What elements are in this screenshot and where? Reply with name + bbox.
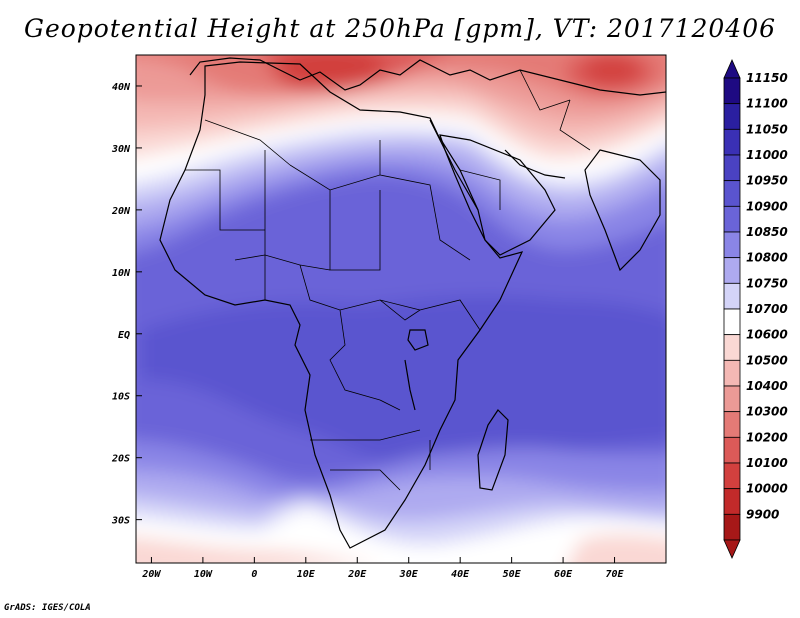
colorbar-swatch (723, 205, 741, 233)
colorbar-swatch (723, 411, 741, 438)
persian-gulf-coast (504, 149, 566, 179)
height-field (136, 55, 666, 563)
lake-tanganyika (404, 359, 416, 411)
africa-coastline (159, 61, 524, 549)
colorbar-swatch (723, 359, 741, 387)
credit-text: GrADS: IGES/COLA (4, 603, 91, 613)
colorbar-label: 10300 (746, 405, 788, 419)
colorbar-swatch (723, 282, 741, 310)
colorbar-label: 11100 (746, 97, 788, 111)
x-tick-label: 40E (451, 569, 470, 580)
lake-victoria (407, 329, 429, 351)
x-tick-label: 50E (503, 569, 522, 580)
colorbar-swatch (723, 462, 741, 490)
red-sea-coast (429, 119, 479, 211)
x-tick-label: 20W (141, 569, 161, 580)
x-tick-label: 30E (399, 569, 419, 580)
colorbar-label: 10400 (746, 379, 788, 393)
colorbar-swatch (723, 488, 741, 515)
field-band-10600-sw (136, 536, 366, 563)
colorbar: 11150 11100 11050 11000 10950 10900 10850 10800… (723, 59, 788, 559)
chart-title: Geopotential Height at 250hPa [gpm], VT:… (23, 14, 777, 43)
x-tick-label: 70E (606, 569, 625, 580)
colorbar-label: 10800 (746, 251, 788, 265)
colorbar-swatch (723, 436, 741, 464)
colorbar-label: 10100 (746, 456, 788, 470)
x-tick-label: 20E (347, 569, 367, 580)
country-borders (185, 69, 591, 491)
y-axis-ticks: 40N 30N 20N 10N EQ 10S 20S 30S (111, 82, 142, 527)
colorbar-top-arrow (723, 59, 741, 79)
x-axis-ticks: 20W 10W 0 10E 20E 30E 40E 50E 60E 70E (141, 557, 625, 580)
x-tick-label: 0 (251, 569, 257, 580)
colorbar-swatch (723, 154, 741, 182)
colorbar-label: 10950 (746, 174, 788, 188)
colorbar-swatch (723, 513, 741, 541)
colorbar-label: 10200 (746, 430, 788, 444)
map-frame (135, 54, 667, 564)
x-tick-label: 10E (297, 569, 316, 580)
europe-coastline (189, 57, 666, 96)
colorbar-label: 9900 (746, 507, 779, 521)
x-tick-label: 60E (554, 569, 573, 580)
field-band-10100-med (275, 55, 385, 90)
colorbar-label: 11050 (746, 122, 788, 136)
colorbar-label: 11150 (746, 71, 788, 85)
colorbar-label: 10600 (746, 328, 788, 342)
y-tick-label: EQ (118, 330, 130, 341)
colorbar-label: 10850 (746, 225, 788, 239)
y-tick-label: 10N (112, 268, 131, 279)
y-tick-label: 30N (111, 144, 131, 155)
colorbar-swatch (723, 385, 741, 413)
colorbar-label: 10900 (746, 199, 788, 213)
colorbar-swatch (723, 128, 741, 156)
colorbar-label: 10700 (746, 302, 788, 316)
colorbar-swatch (723, 334, 741, 361)
y-tick-label: 10S (112, 392, 130, 403)
india-coastline (584, 149, 661, 272)
field-band-10700-s (136, 508, 666, 563)
y-tick-label: 40N (112, 82, 131, 93)
y-tick-label: 30S (111, 516, 130, 527)
colorbar-swatch (723, 257, 741, 284)
field-band-10100-asia (584, 56, 640, 84)
colorbar-swatch (723, 103, 741, 130)
colorbar-label: 10500 (746, 353, 788, 367)
colorbar-swatch (723, 180, 741, 207)
colorbar-swatch (723, 77, 741, 105)
colorbar-swatch (723, 231, 741, 259)
colorbar-label: 10750 (746, 276, 788, 290)
field-core-band (140, 295, 666, 470)
field-band-10600-se (568, 534, 666, 563)
colorbar-bottom-arrow (723, 539, 741, 559)
x-tick-label: 10W (194, 569, 213, 580)
madagascar-coastline (477, 409, 509, 491)
colorbar-label: 10000 (746, 482, 788, 496)
y-tick-label: 20S (111, 454, 130, 465)
y-tick-label: 20N (111, 206, 131, 217)
colorbar-swatch (723, 308, 741, 336)
coastlines (159, 57, 666, 549)
colorbar-label: 11000 (746, 148, 788, 162)
